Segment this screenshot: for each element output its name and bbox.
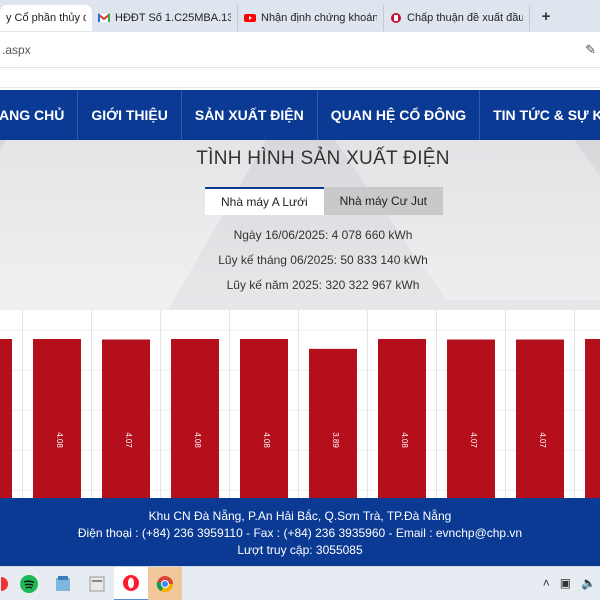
chart-bar[interactable] — [0, 339, 12, 498]
daily-output: Ngày 16/06/2025: 4 078 660 kWh — [233, 228, 413, 242]
new-tab-button[interactable]: + — [541, 7, 551, 25]
chart-bar[interactable] — [171, 339, 219, 498]
browser-tab-youtube[interactable]: Nhận định chứng khoán h — [238, 5, 384, 31]
chart-bar[interactable] — [447, 339, 495, 498]
address-bar[interactable]: .aspx ✎ — [0, 32, 600, 68]
chrome-icon[interactable] — [148, 566, 182, 600]
chart-bar[interactable] — [309, 348, 357, 498]
footer-address: Khu CN Đà Nẵng, P.An Hải Bắc, Q.Sơn Trà,… — [148, 509, 452, 523]
tab-title: y Cổ phần thủy điệ — [6, 12, 86, 24]
monthly-output: Lũy kế tháng 06/2025: 50 833 140 kWh — [218, 253, 428, 267]
bar-value-label: 4.08 — [262, 432, 271, 448]
bar-value-label: 4.07 — [538, 432, 547, 448]
tab-title: Chấp thuận đề xuất đầu tư — [407, 12, 523, 24]
files-icon[interactable] — [80, 567, 114, 600]
nav-item-news[interactable]: TIN TỨC & SỰ KIỆN — [480, 90, 600, 140]
bar-value-label: 3.89 — [331, 432, 340, 448]
page-top-strip — [0, 68, 600, 88]
chevron-up-icon[interactable]: ˄ — [542, 576, 550, 590]
address-url: .aspx — [2, 42, 31, 57]
nav-item-production[interactable]: SẢN XUẤT ĐIỆN — [182, 90, 318, 140]
bar-value-label: 4.07 — [124, 432, 133, 448]
section-title: TÌNH HÌNH SẢN XUẤT ĐIỆN — [196, 148, 450, 169]
production-chart: 4.08 4.07 4.08 4.08 3.89 4.08 4.07 4.07 — [0, 310, 600, 498]
site-footer: Khu CN Đà Nẵng, P.An Hải Bắc, Q.Sơn Trà,… — [0, 498, 600, 566]
footer-visits: Lượt truy cập: 3055085 — [237, 543, 363, 557]
main-nav: ANG CHỦ GIỚI THIỆU SẢN XUẤT ĐIỆN QUAN HỆ… — [0, 90, 600, 140]
footer-contact: Điện thoại : (+84) 236 3959110 - Fax : (… — [77, 526, 523, 540]
chart-bar[interactable] — [102, 339, 150, 498]
taskbar-edge — [0, 567, 12, 600]
system-tray: ˄ ▣ 🔈 — [543, 576, 596, 590]
browser-tab-active[interactable]: y Cổ phần thủy điệ — [0, 5, 92, 31]
browser-tab-news[interactable]: Chấp thuận đề xuất đầu tư — [384, 5, 530, 31]
bar-value-label: 4.08 — [193, 432, 202, 448]
gmail-icon — [98, 13, 110, 22]
yearly-output: Lũy kế năm 2025: 320 322 967 kWh — [226, 278, 420, 292]
chart-bar[interactable] — [240, 339, 288, 498]
tab-plant-cu-jut[interactable]: Nhà máy Cư Jut — [323, 187, 444, 215]
bar-value-label: 4.08 — [400, 432, 409, 448]
edit-icon[interactable]: ✎ — [585, 42, 596, 57]
screen-icon[interactable]: ▣ — [559, 576, 572, 590]
opera-icon[interactable] — [114, 566, 148, 600]
browser-tab-gmail[interactable]: HĐĐT Số 1.C25MBA.1366 — [92, 5, 238, 31]
tab-title: Nhận định chứng khoán h — [261, 12, 377, 24]
news-favicon — [391, 13, 401, 23]
volume-icon[interactable]: 🔈 — [581, 576, 596, 590]
bar-value-label: 4.08 — [55, 432, 64, 448]
browser-tab-strip: y Cổ phần thủy điệ HĐĐT Số 1.C25MBA.1366… — [0, 0, 600, 32]
bar-value-label: 4.07 — [469, 432, 478, 448]
nav-item-about[interactable]: GIỚI THIỆU — [78, 90, 182, 140]
nav-item-shareholders[interactable]: QUAN HỆ CỔ ĐÔNG — [318, 90, 481, 140]
chart-bar[interactable] — [585, 339, 600, 498]
youtube-icon — [244, 14, 256, 22]
spotify-icon[interactable] — [12, 567, 46, 600]
os-taskbar: ˄ ▣ 🔈 — [0, 566, 600, 600]
bar-chart-svg: 4.08 4.07 4.08 4.08 3.89 4.08 4.07 4.07 — [0, 310, 600, 498]
tab-plant-a-luoi[interactable]: Nhà máy A Lưới — [205, 187, 324, 215]
chart-bar[interactable] — [516, 339, 564, 498]
chart-bar[interactable] — [33, 339, 81, 498]
nav-item-home[interactable]: ANG CHỦ — [0, 90, 79, 140]
tab-title: HĐĐT Số 1.C25MBA.1366 — [115, 12, 231, 24]
production-stats: Ngày 16/06/2025: 4 078 660 kWh Lũy kế th… — [205, 223, 441, 298]
chart-bar[interactable] — [378, 339, 426, 498]
notepad-icon[interactable] — [46, 567, 80, 600]
plant-tabs: Nhà máy A Lưới Nhà máy Cư Jut — [205, 187, 444, 215]
